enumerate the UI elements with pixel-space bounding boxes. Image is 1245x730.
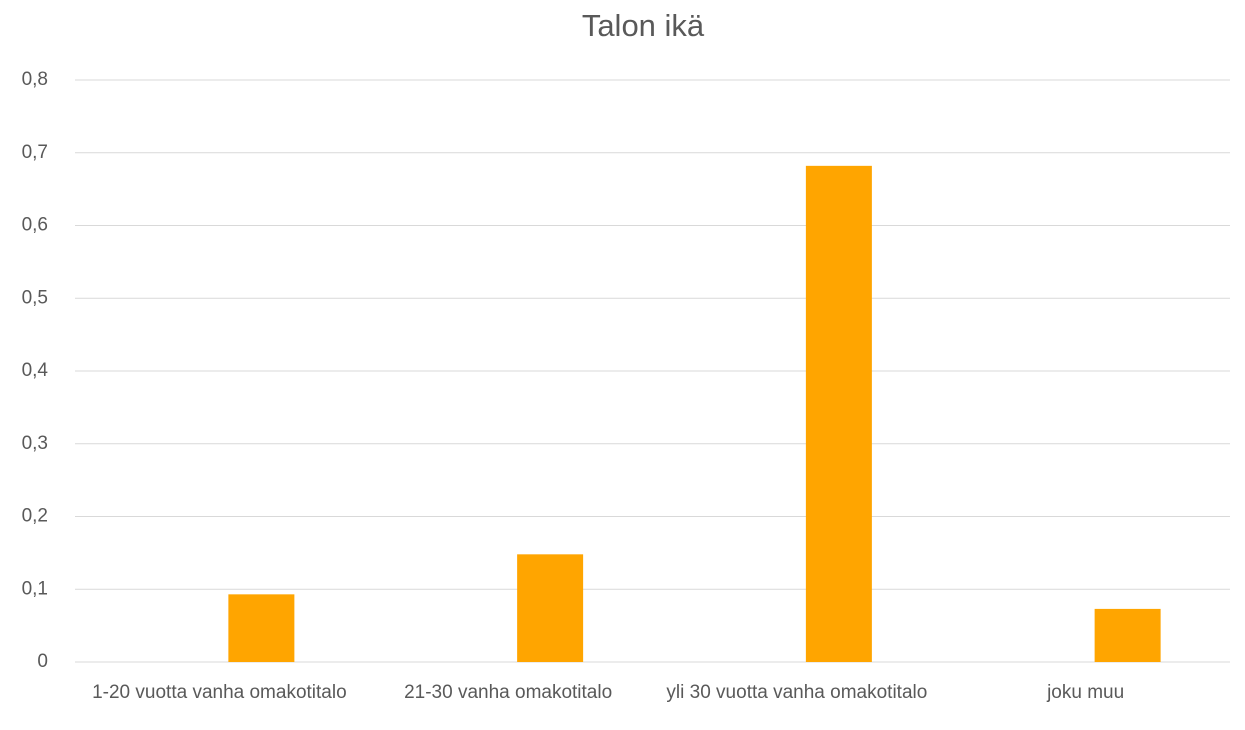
y-tick-label: 0,8 <box>22 69 48 90</box>
bar <box>517 554 584 662</box>
y-tick-label: 0,7 <box>22 142 48 163</box>
x-tick-label: yli 30 vuotta vanha omakotitalo <box>666 682 928 703</box>
y-tick-label: 0,5 <box>22 287 48 308</box>
y-tick-label: 0,4 <box>22 360 49 381</box>
bar <box>1094 608 1161 662</box>
x-tick-label: joku muu <box>1047 682 1125 703</box>
y-tick-label: 0 <box>37 651 48 672</box>
bar <box>805 165 872 662</box>
x-tick-label: 1-20 vuotta vanha omakotitalo <box>92 682 347 703</box>
y-tick-label: 0,6 <box>22 215 48 236</box>
chart-title: Talon ikä <box>582 8 705 43</box>
y-tick-label: 0,3 <box>22 433 48 454</box>
x-tick-label: 21-30 vanha omakotitalo <box>404 682 613 703</box>
bar <box>228 594 295 662</box>
y-tick-label: 0,1 <box>22 578 48 599</box>
y-tick-label: 0,2 <box>22 506 48 527</box>
